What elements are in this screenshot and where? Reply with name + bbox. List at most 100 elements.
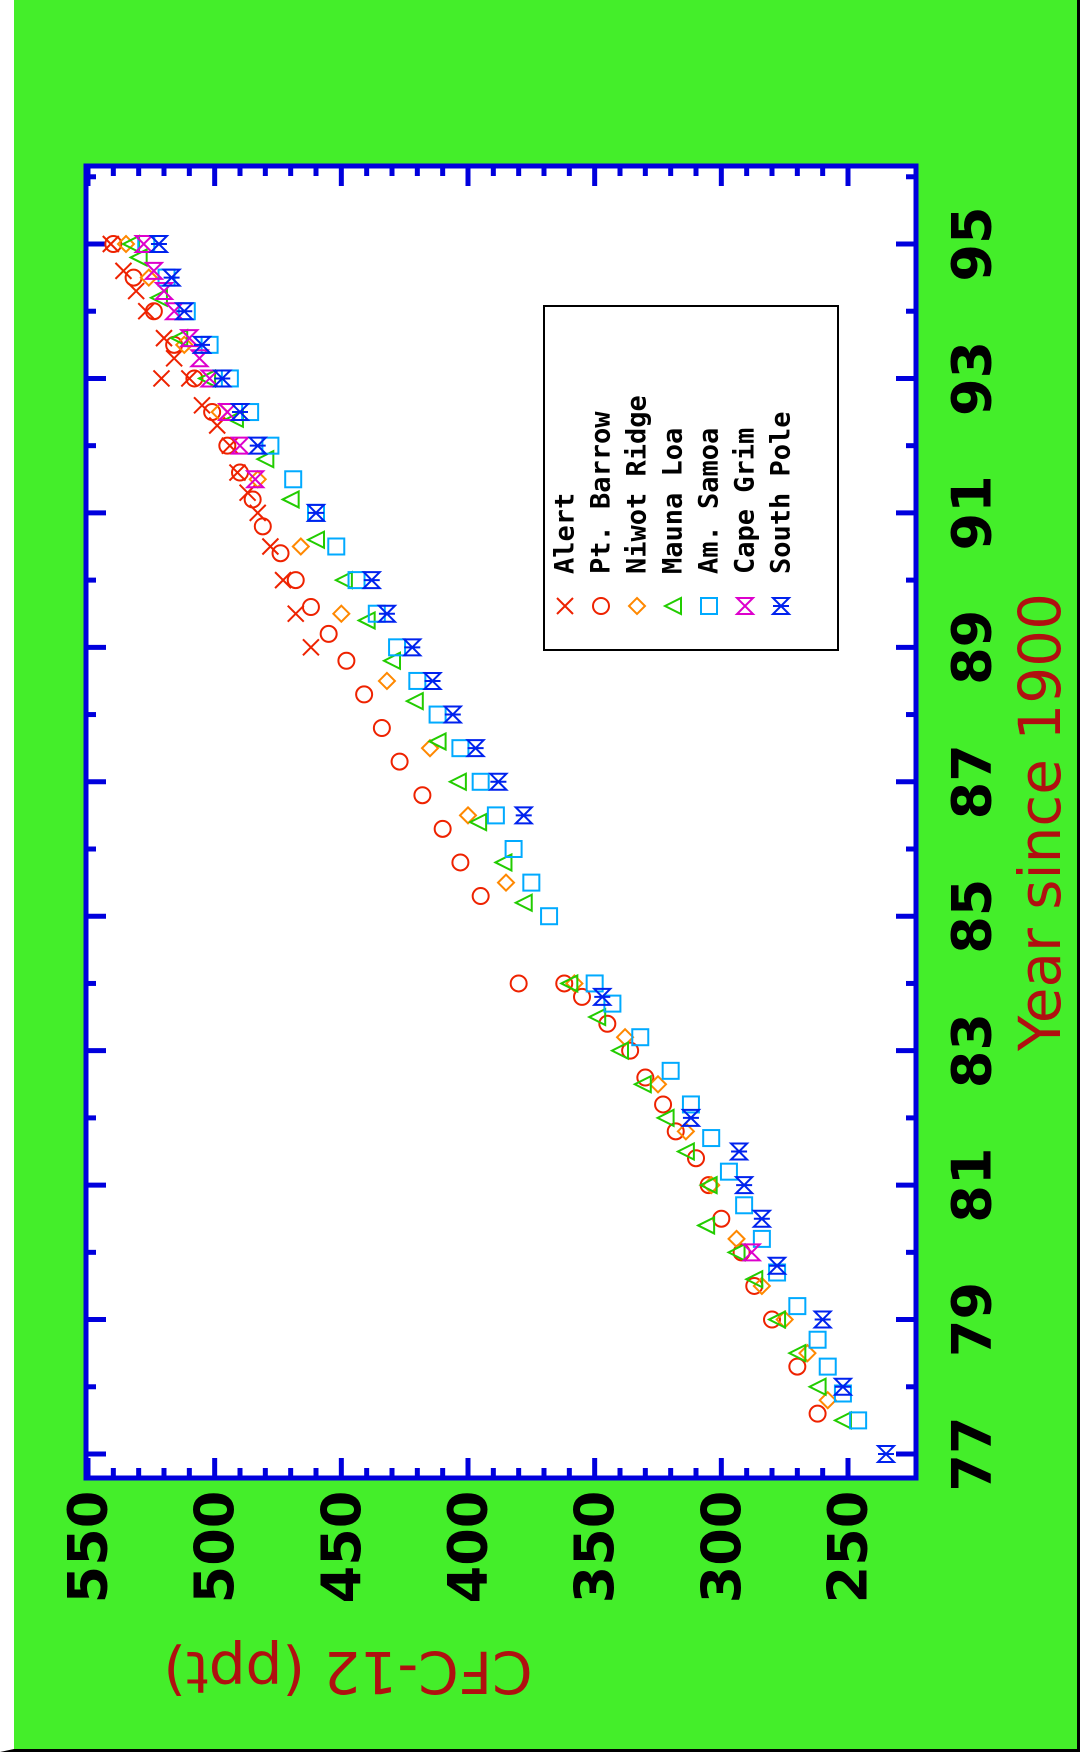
- data-point: [244, 470, 266, 489]
- series-pt-barrow: [104, 235, 827, 1423]
- y-tick-label: 450: [310, 1491, 373, 1604]
- data-point: [261, 537, 280, 556]
- data-point: [211, 369, 233, 388]
- data-point: [247, 436, 269, 455]
- series-alert: [102, 235, 320, 657]
- data-point: [727, 1229, 746, 1249]
- data-point: [695, 1215, 716, 1236]
- data-point: [286, 571, 305, 590]
- cfc12-scatter-chart: 77 79 81 83 85 87 89 91 93 95 250 300 350 400 450 500 55…: [57, 163, 1074, 1706]
- x-tick-label: 87: [941, 744, 1004, 819]
- legend-label: South Pole: [766, 411, 797, 574]
- data-point: [361, 571, 383, 590]
- data-point: [401, 638, 423, 657]
- data-point: [114, 262, 133, 280]
- data-point: [798, 1343, 817, 1363]
- y-tick-label: 350: [563, 1491, 626, 1604]
- data-point: [486, 806, 505, 825]
- data-point: [735, 1196, 754, 1215]
- data-point: [404, 691, 424, 711]
- legend-marker: [700, 597, 718, 615]
- data-point: [199, 369, 221, 388]
- data-point: [253, 517, 272, 536]
- data-point: [522, 873, 541, 892]
- data-point: [433, 819, 452, 838]
- data-point: [513, 806, 535, 825]
- data-point: [812, 1310, 834, 1329]
- x-tick-label: 93: [941, 341, 1004, 416]
- data-point: [655, 1108, 675, 1128]
- data-point: [133, 235, 155, 253]
- data-point: [148, 235, 170, 253]
- series-cape-grim: [133, 235, 763, 1262]
- data-point: [807, 1377, 827, 1397]
- data-point: [603, 994, 622, 1013]
- data-point: [451, 853, 470, 872]
- data-point: [302, 638, 320, 657]
- data-point: [698, 1175, 718, 1195]
- y-tick-label: 250: [817, 1491, 880, 1604]
- data-point: [766, 1309, 787, 1330]
- data-point: [355, 685, 374, 704]
- legend: Alert Pt. Barrow Niwot Ridge Mauna Loa Am. S…: [543, 305, 839, 651]
- data-point: [178, 329, 200, 348]
- data-point: [555, 974, 574, 993]
- data-point: [573, 987, 591, 1006]
- data-point: [193, 396, 211, 415]
- data-point: [413, 786, 432, 805]
- data-point: [165, 349, 183, 367]
- data-point: [274, 571, 292, 589]
- data-point: [143, 261, 165, 280]
- data-point: [319, 624, 338, 643]
- data-point: [849, 1411, 868, 1430]
- data-point: [376, 604, 398, 623]
- data-point: [390, 752, 409, 771]
- legend-marker: [592, 597, 610, 615]
- data-point: [586, 1007, 607, 1027]
- data-point: [116, 234, 136, 254]
- legend-marker: [770, 597, 792, 615]
- data-point: [291, 537, 311, 556]
- data-point: [228, 463, 247, 482]
- data-point: [598, 1014, 617, 1033]
- data-point: [687, 1149, 705, 1168]
- data-point: [180, 369, 199, 388]
- data-point: [875, 1445, 897, 1463]
- legend-label: Pt. Barrow: [586, 411, 617, 574]
- data-point: [442, 705, 464, 724]
- data-point: [564, 974, 584, 993]
- axis-ticks: [85, 166, 916, 1478]
- data-point: [808, 1330, 827, 1349]
- y-tick-label: 500: [183, 1491, 246, 1604]
- legend-label: Cape Grim: [730, 428, 761, 574]
- data-point: [152, 369, 171, 388]
- data-point: [513, 893, 533, 913]
- legend-box: [543, 305, 839, 651]
- data-point: [229, 403, 251, 422]
- data-point: [540, 907, 559, 926]
- data-point: [763, 1310, 781, 1329]
- data-point: [305, 503, 327, 522]
- series-south-pole: [148, 235, 897, 1463]
- data-point: [636, 1068, 655, 1087]
- data-point: [139, 268, 159, 288]
- data-point: [585, 974, 604, 993]
- data-point: [168, 328, 189, 348]
- data-series-layer: [102, 234, 897, 1463]
- data-point: [255, 449, 275, 469]
- data-point: [788, 1297, 807, 1316]
- data-point: [458, 805, 478, 825]
- data-point: [787, 1343, 807, 1363]
- data-point: [666, 1122, 685, 1141]
- data-point: [203, 403, 222, 422]
- data-point: [447, 772, 467, 792]
- data-point: [504, 840, 523, 858]
- x-tick-label: 81: [941, 1148, 1004, 1223]
- legend-marker: [662, 596, 682, 616]
- x-tick-label: 89: [941, 610, 1004, 685]
- data-point: [559, 973, 579, 994]
- data-point: [493, 852, 513, 873]
- data-point: [243, 490, 262, 509]
- data-point: [420, 738, 440, 758]
